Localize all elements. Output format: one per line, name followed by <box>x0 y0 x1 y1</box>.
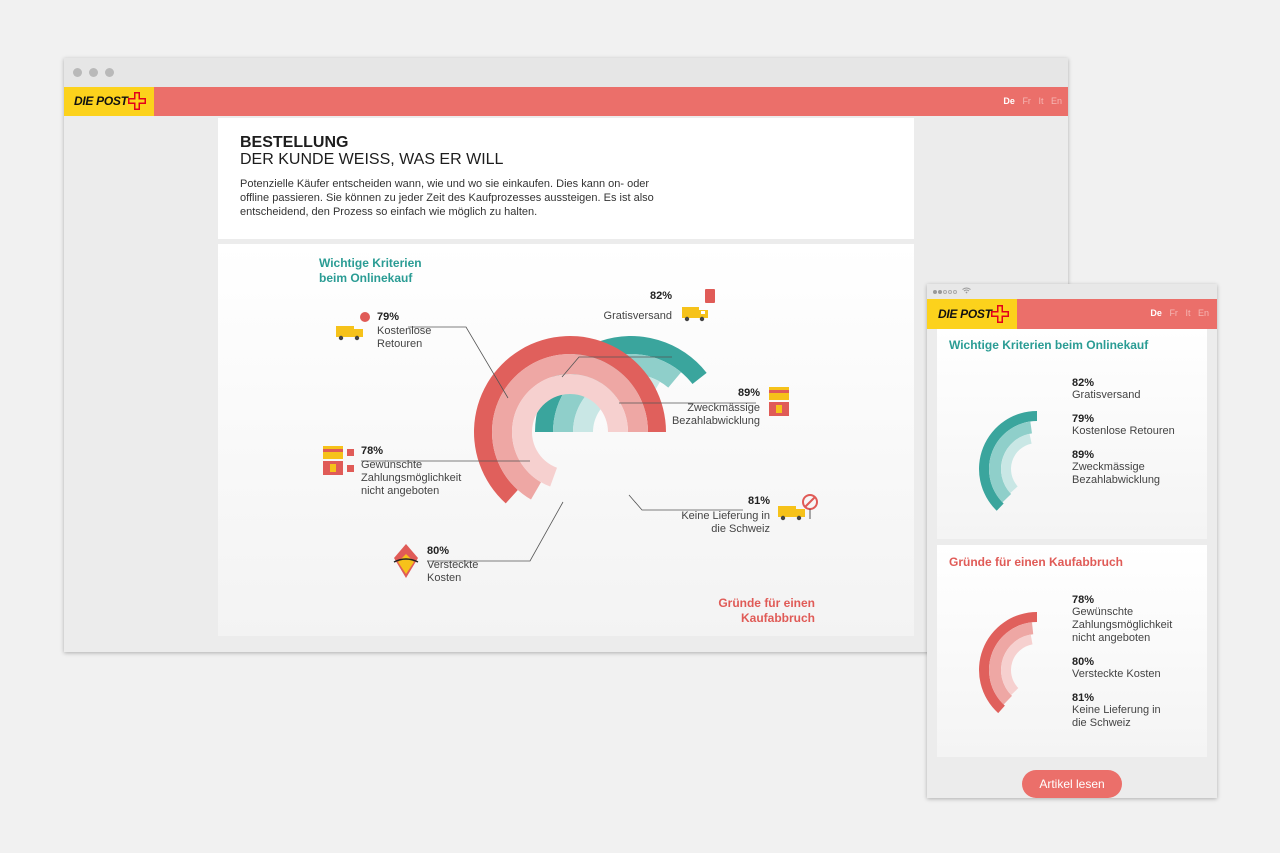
list-item: 89% Zweckmässige Bezahlabwicklung <box>1072 449 1161 486</box>
lang-it[interactable]: It <box>1038 96 1044 106</box>
mobile-status-bar <box>927 284 1217 299</box>
criteria-heading: Wichtige Kriterien beim Onlinekauf <box>319 256 422 285</box>
mobile-site-header: DIE POST De Fr It En <box>927 299 1217 329</box>
lang-de[interactable]: De <box>1150 308 1162 318</box>
abort-item-keine-lieferung: 81% Keine Lieferung in die Schweiz <box>681 495 770 535</box>
free-shipping-truck-icon <box>682 289 715 322</box>
mobile-abort-card: Gründe für einen Kaufabbruch 78% Gewünsc… <box>937 545 1207 757</box>
mobile-criteria-ring-1 <box>989 421 1032 503</box>
mobile-abort-ring-1 <box>989 622 1034 705</box>
logo-text: DIE POST <box>74 94 128 108</box>
read-article-button[interactable]: Artikel lesen <box>1022 770 1122 798</box>
site-header: DIE POST De Fr It En <box>64 87 1068 116</box>
mobile-criteria-list: 82% Gratisversand 79% Kostenlose Retoure… <box>1072 377 1175 498</box>
swiss-cross-icon <box>128 92 146 110</box>
signal-dot <box>938 290 942 294</box>
mobile-abort-ring-2 <box>1001 634 1033 696</box>
mobile-criteria-card: Wichtige Kriterien beim Onlinekauf 82% G… <box>937 329 1207 539</box>
list-item: 78% Gewünschte Zahlungsmöglichkeit nicht… <box>1072 594 1173 644</box>
list-item: 80% Versteckte Kosten <box>1072 656 1161 680</box>
language-switcher: De Fr It En <box>998 96 1062 106</box>
mobile-abort-list: 78% Gewünschte Zahlungsmöglichkeit nicht… <box>1072 594 1172 741</box>
die-post-logo[interactable]: DIE POST <box>927 299 1017 329</box>
mobile-browser-window: DIE POST De Fr It En Wichtige Kriterien … <box>927 284 1217 798</box>
criteria-item-retouren: 79% Kostenlose Retouren <box>377 311 432 350</box>
list-item: 81% Keine Lieferung in die Schweiz <box>1072 692 1161 729</box>
lang-it[interactable]: It <box>1185 308 1191 318</box>
mobile-criteria-heading: Wichtige Kriterien beim Onlinekauf <box>949 338 1149 352</box>
abort-heading: Gründe für einen Kaufabbruch <box>718 596 815 625</box>
window-titlebar <box>64 58 1068 87</box>
mobile-abort-rings <box>979 612 1037 714</box>
payment-unavailable-icon <box>323 446 354 475</box>
window-maximize-dot[interactable] <box>105 68 114 77</box>
swiss-cross-icon <box>991 305 1009 323</box>
infographic-svg <box>323 289 818 578</box>
page-title: BESTELLUNG <box>240 134 349 151</box>
wifi-icon <box>962 287 971 294</box>
list-item: 79% Kostenlose Retouren <box>1072 413 1175 437</box>
infographic-card: Wichtige Kriterien beim Onlinekauf Gründ… <box>218 244 914 636</box>
return-truck-icon <box>336 312 370 341</box>
hidden-costs-tag-icon <box>393 544 419 578</box>
signal-dot <box>948 290 952 294</box>
page-subtitle: DER KUNDE WEISS, WAS ER WILL <box>240 151 504 168</box>
abort-ring-2 <box>512 374 628 487</box>
mobile-criteria-rings <box>979 411 1037 511</box>
lang-en[interactable]: En <box>1050 96 1062 106</box>
die-post-logo[interactable]: DIE POST <box>64 87 154 116</box>
language-switcher: De Fr It En <box>1145 308 1209 318</box>
leader-lines <box>361 326 756 562</box>
lang-fr[interactable]: Fr <box>1022 96 1031 106</box>
criteria-label-gratisversand: Gratisversand <box>603 310 672 322</box>
mobile-criteria-ring-2 <box>1001 433 1032 494</box>
lang-fr[interactable]: Fr <box>1169 308 1178 318</box>
abort-item-versteckte-kosten: 80% Versteckte Kosten <box>427 545 479 584</box>
mobile-abort-heading: Gründe für einen Kaufabbruch <box>949 555 1124 569</box>
abort-ring-0 <box>474 336 666 504</box>
list-item: 82% Gratisversand <box>1072 377 1141 401</box>
criteria-item-bezahlabwicklung: 89% Zweckmässige Bezahlabwicklung <box>671 387 760 427</box>
window-close-dot[interactable] <box>73 68 82 77</box>
lang-de[interactable]: De <box>1003 96 1015 106</box>
intro-card: BESTELLUNG DER KUNDE WEISS, WAS ER WILL … <box>218 118 914 239</box>
logo-text: DIE POST <box>938 307 992 321</box>
desktop-browser-window: DIE POST De Fr It En BESTELLUNG DER KUND… <box>64 58 1068 652</box>
abort-item-zahlungsmoeglichkeit: 78% Gewünschte Zahlungsmöglichkeit nicht… <box>361 445 462 497</box>
signal-dot <box>943 290 947 294</box>
window-minimize-dot[interactable] <box>89 68 98 77</box>
payment-card-icon <box>769 387 789 416</box>
intro-text: Potenzielle Käufer entscheiden wann, wie… <box>240 178 654 218</box>
no-delivery-truck-icon <box>778 494 818 521</box>
criteria-item-gratisversand: 82% <box>649 290 672 302</box>
mobile-criteria-ring-0 <box>979 411 1037 511</box>
signal-dot <box>933 290 937 294</box>
mobile-abort-ring-0 <box>979 612 1037 714</box>
signal-dot <box>953 290 957 294</box>
lang-en[interactable]: En <box>1197 308 1209 318</box>
